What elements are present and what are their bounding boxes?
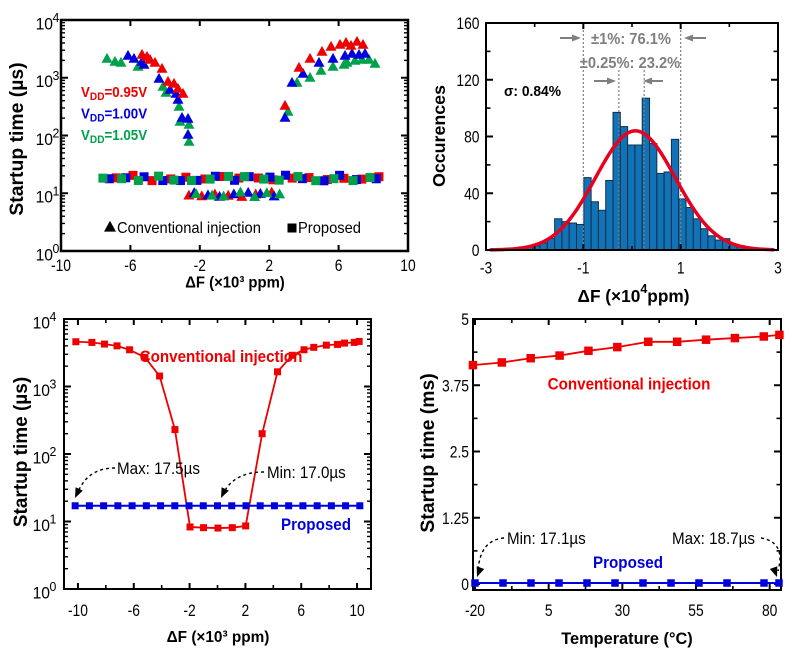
svg-text:-2: -2 — [183, 602, 195, 620]
svg-text:σ: 0.84%: σ: 0.84% — [504, 84, 561, 101]
svg-text:80: 80 — [762, 602, 777, 620]
svg-text:Min: 17.1µs: Min: 17.1µs — [507, 530, 586, 548]
svg-text:10: 10 — [33, 314, 50, 332]
svg-text:-10: -10 — [51, 257, 71, 275]
svg-text:1: 1 — [53, 184, 60, 198]
svg-text:3: 3 — [53, 68, 60, 82]
svg-text:5: 5 — [461, 311, 469, 329]
svg-text:2: 2 — [53, 126, 60, 140]
svg-text:Startup time (µs): Startup time (µs) — [11, 377, 32, 527]
svg-text:Temperature (°C): Temperature (°C) — [561, 630, 692, 648]
svg-text:VDD=1.00V: VDD=1.00V — [81, 105, 148, 125]
svg-text:0: 0 — [472, 242, 480, 260]
svg-text:Max: 18.7µs: Max: 18.7µs — [672, 530, 755, 548]
svg-text:0: 0 — [50, 580, 57, 594]
svg-text:4: 4 — [50, 310, 57, 324]
svg-text:Occurences: Occurences — [429, 85, 449, 187]
svg-text:Proposed: Proposed — [298, 219, 361, 237]
svg-text:3: 3 — [774, 259, 782, 277]
svg-text:-10: -10 — [68, 602, 88, 620]
svg-text:1.25: 1.25 — [442, 510, 469, 528]
svg-text:10: 10 — [33, 584, 50, 602]
svg-text:80: 80 — [464, 128, 479, 146]
svg-text:Max: 17.5µs: Max: 17.5µs — [117, 460, 200, 478]
svg-text:Proposed: Proposed — [593, 554, 663, 572]
svg-text:-2: -2 — [194, 257, 206, 275]
svg-text:Conventional injection: Conventional injection — [548, 376, 711, 394]
svg-text:ΔF (×104ppm): ΔF (×104ppm) — [578, 281, 690, 306]
svg-text:10: 10 — [36, 188, 53, 206]
svg-text:Conventional injection: Conventional injection — [140, 348, 303, 366]
svg-text:10: 10 — [36, 130, 53, 148]
svg-text:0: 0 — [461, 576, 469, 594]
svg-text:±0.25%: 23.2%: ±0.25%: 23.2% — [580, 54, 681, 72]
svg-text:10: 10 — [33, 381, 50, 399]
svg-text:10: 10 — [33, 516, 50, 534]
svg-text:40: 40 — [464, 185, 479, 203]
svg-text:6: 6 — [297, 602, 305, 620]
svg-text:-6: -6 — [124, 257, 136, 275]
svg-text:Startup time (ms): Startup time (ms) — [418, 373, 439, 532]
svg-text:2.5: 2.5 — [450, 443, 469, 461]
svg-text:2: 2 — [50, 445, 57, 459]
svg-text:1: 1 — [50, 512, 57, 526]
svg-text:10: 10 — [36, 15, 53, 33]
svg-text:4: 4 — [53, 11, 60, 25]
svg-text:2: 2 — [265, 257, 273, 275]
svg-text:Startup time (µs): Startup time (µs) — [7, 62, 28, 215]
svg-text:3: 3 — [50, 377, 57, 391]
svg-text:Min: 17.0µs: Min: 17.0µs — [267, 464, 346, 482]
svg-text:10: 10 — [36, 73, 53, 91]
svg-text:30: 30 — [615, 602, 630, 620]
svg-text:160: 160 — [456, 15, 479, 33]
svg-text:55: 55 — [688, 602, 703, 620]
svg-text:Conventional injection: Conventional injection — [117, 219, 261, 237]
svg-text:ΔF (×10³ ppm): ΔF (×10³ ppm) — [185, 274, 285, 292]
svg-text:ΔF (×10³ ppm): ΔF (×10³ ppm) — [167, 629, 270, 646]
svg-text:-20: -20 — [465, 602, 485, 620]
svg-text:2: 2 — [242, 602, 250, 620]
svg-text:5: 5 — [545, 602, 553, 620]
svg-text:10: 10 — [400, 257, 415, 275]
svg-text:3.75: 3.75 — [442, 377, 469, 395]
svg-text:±1%: 76.1%: ±1%: 76.1% — [591, 30, 671, 48]
svg-text:-3: -3 — [480, 259, 492, 277]
svg-text:-6: -6 — [128, 602, 140, 620]
svg-text:120: 120 — [456, 72, 479, 90]
svg-text:6: 6 — [335, 257, 343, 275]
svg-text:10: 10 — [33, 449, 50, 467]
svg-text:10: 10 — [36, 246, 53, 264]
svg-text:-1: -1 — [577, 259, 589, 277]
svg-text:Proposed: Proposed — [281, 516, 351, 534]
svg-text:0: 0 — [53, 242, 60, 256]
svg-text:1: 1 — [677, 259, 685, 277]
svg-text:10: 10 — [349, 602, 364, 620]
